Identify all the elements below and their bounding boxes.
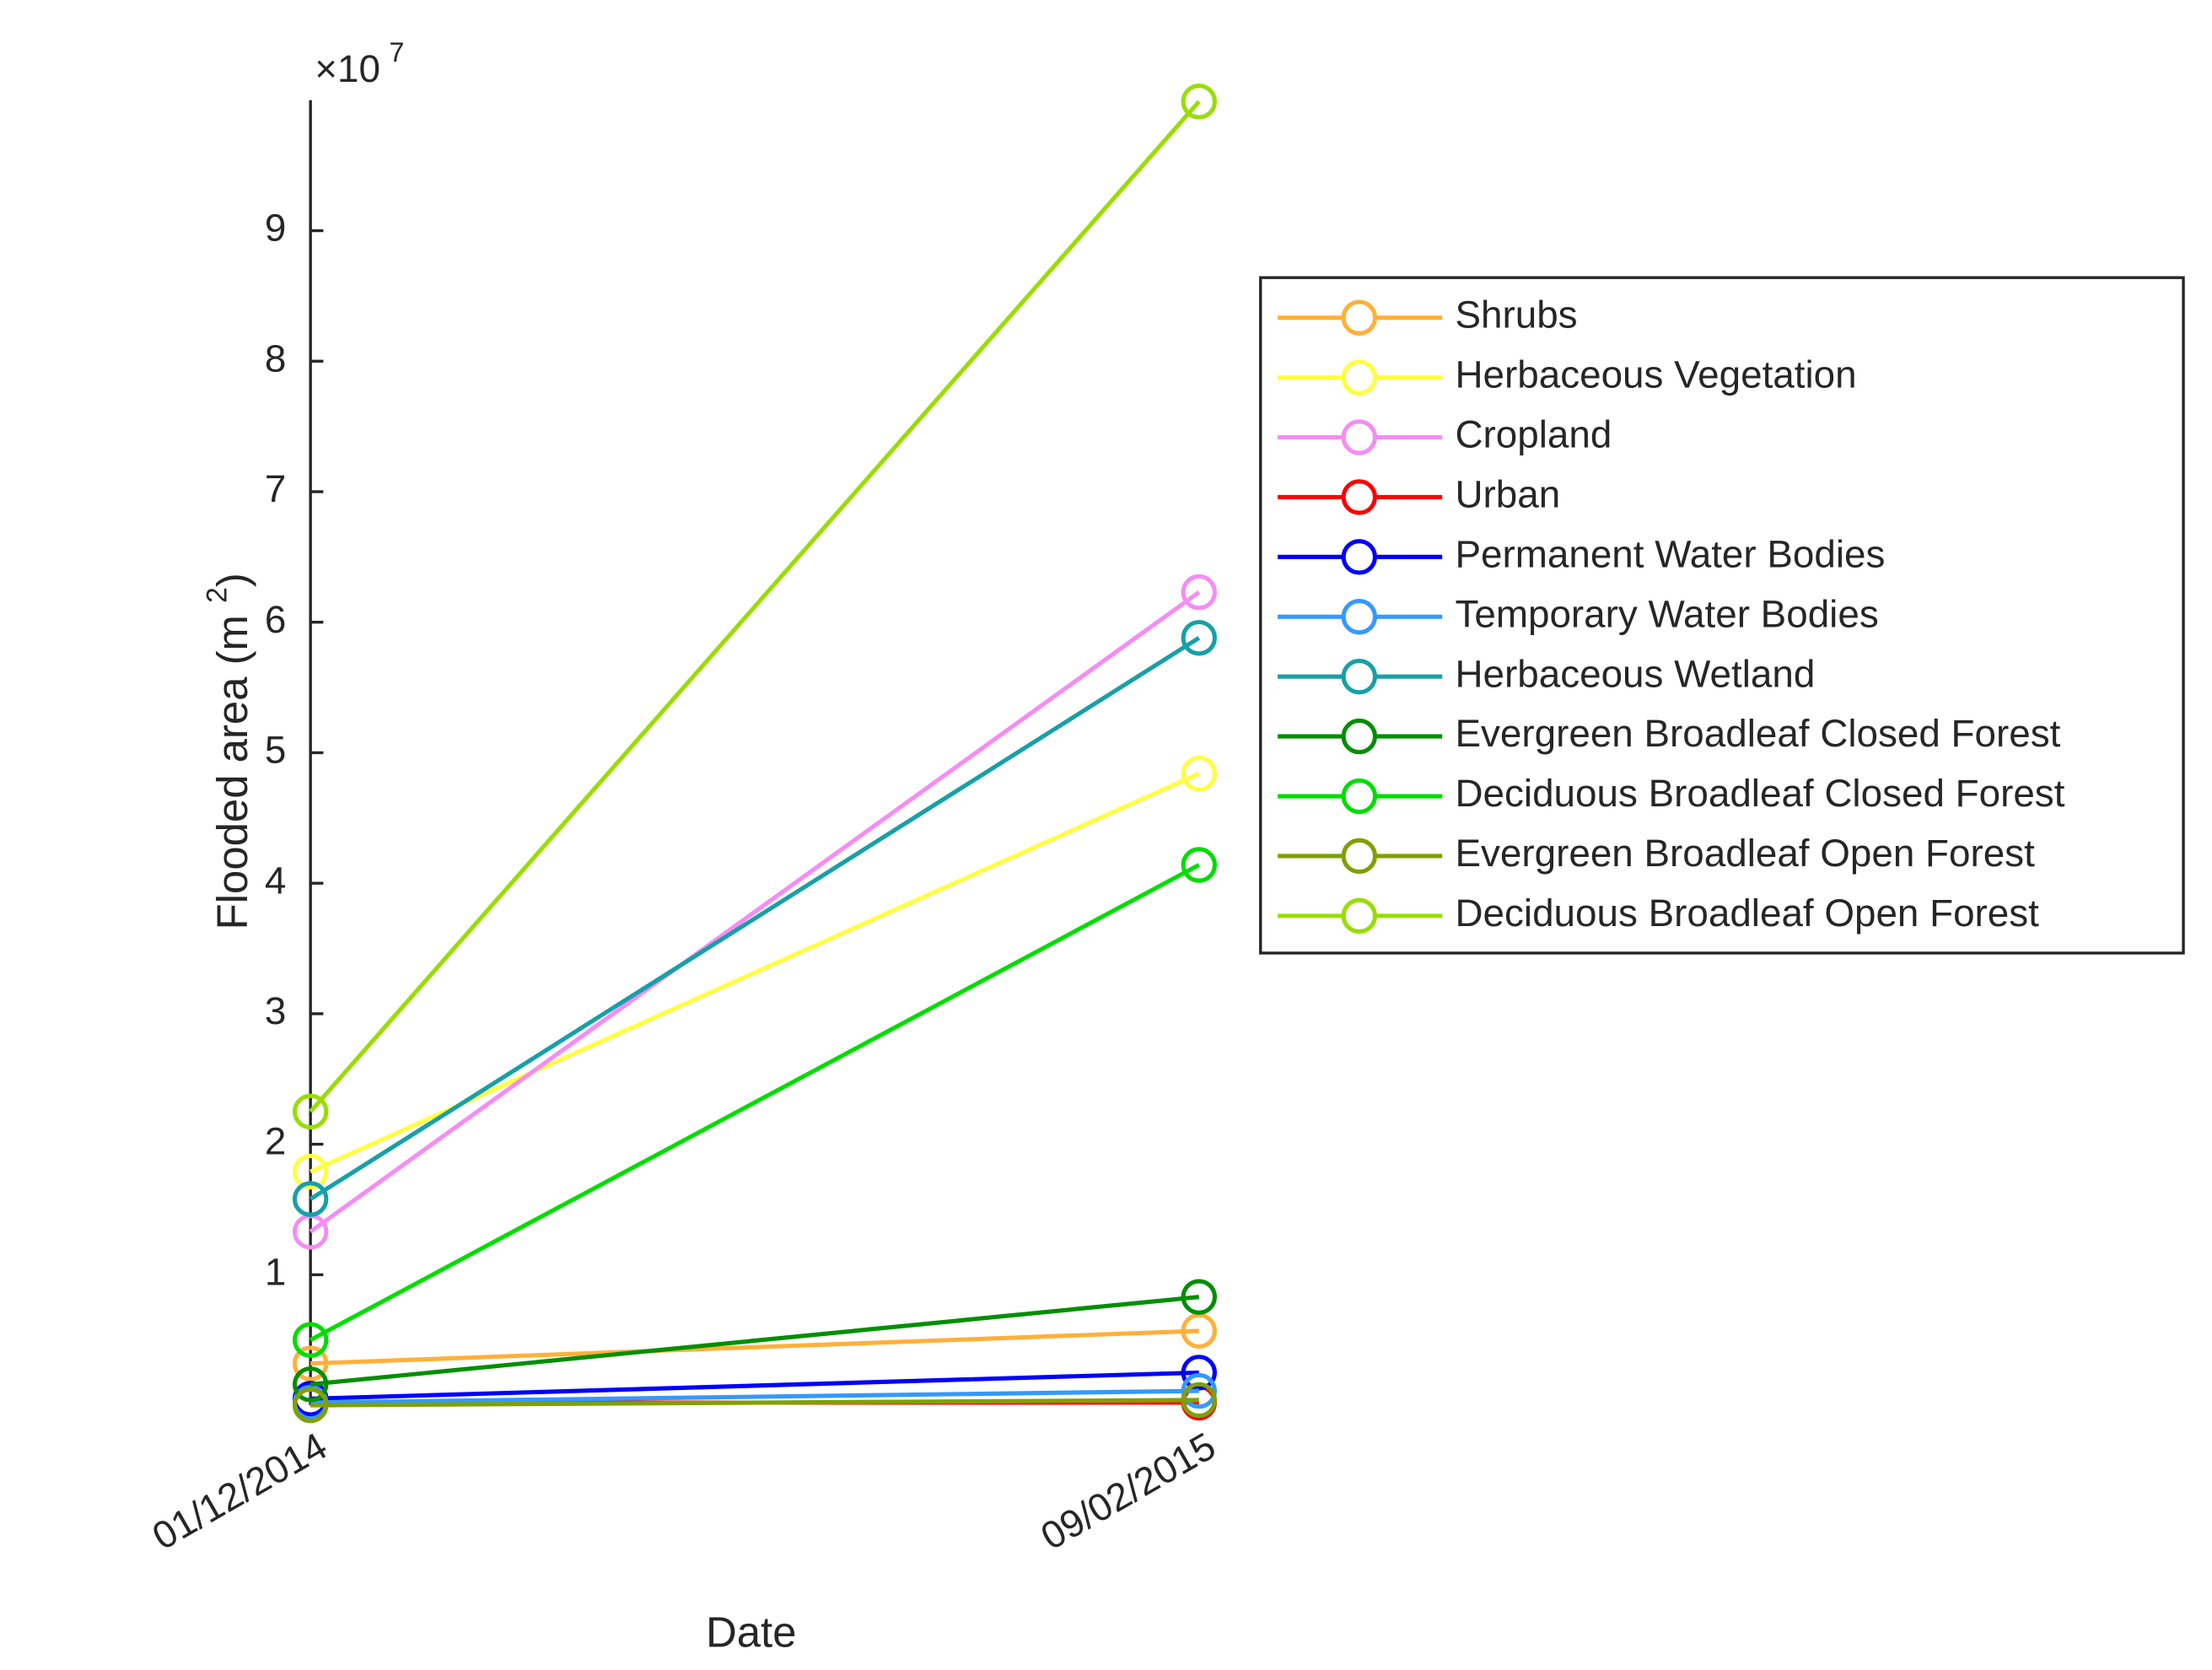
legend-label: Urban: [1455, 473, 1560, 516]
legend-marker: [1341, 299, 1378, 336]
series-line: [309, 636, 1201, 1201]
series-line: [310, 1370, 1199, 1401]
marker: [1181, 574, 1217, 611]
marker: [1181, 620, 1217, 656]
y-tick-label: 5: [265, 729, 286, 772]
y-axis-label-main: Flooded area (m: [208, 603, 256, 929]
x-tick-label: 01/12/2014: [145, 1425, 334, 1559]
x-tick-label: 09/02/2015: [1034, 1425, 1223, 1559]
series-line: [309, 100, 1201, 1113]
y-tick-label: 8: [265, 337, 286, 380]
series-line: [309, 590, 1201, 1234]
legend-label: Permanent Water Bodies: [1455, 532, 1885, 575]
legend-label: Deciduous Broadleaf Closed Forest: [1455, 772, 2064, 815]
marker: [292, 1181, 329, 1217]
y-exponent: 7: [389, 37, 404, 67]
series-line: [310, 1328, 1199, 1366]
series-line: [309, 863, 1200, 1342]
legend-label: Deciduous Broadleaf Open Forest: [1455, 892, 2039, 935]
y-axis-label-end: ): [208, 573, 256, 587]
y-tick-label: 1: [265, 1250, 286, 1293]
marker: [1181, 1372, 1217, 1409]
legend-label: Herbaceous Vegetation: [1455, 353, 1856, 396]
marker: [1181, 1382, 1217, 1419]
legend-label: Cropland: [1455, 413, 1612, 456]
y-tick-label: 7: [265, 467, 286, 510]
legend-label: Shrubs: [1455, 294, 1577, 337]
series-line: [310, 1398, 1199, 1408]
legend-label: Herbaceous Wetland: [1455, 652, 1815, 695]
legend-marker: [1341, 479, 1378, 515]
marker: [292, 1214, 329, 1250]
legend-marker: [1341, 599, 1378, 635]
legend-marker: [1341, 539, 1378, 575]
marker: [292, 1387, 329, 1424]
legend-marker: [1341, 419, 1378, 455]
legend-marker: [1341, 778, 1378, 815]
marker: [292, 1153, 329, 1190]
marker: [1181, 1312, 1217, 1349]
marker: [1181, 1355, 1217, 1391]
y-axis-label: Flooded area (m 2): [202, 573, 257, 929]
y-tick-label: 4: [265, 859, 286, 902]
y-tick-label: 9: [265, 207, 286, 250]
legend-label: Evergreen Broadleaf Closed Forest: [1455, 712, 2060, 755]
series-line: [309, 771, 1200, 1174]
marker: [292, 1322, 329, 1358]
y-tick-label: 2: [265, 1120, 286, 1163]
series-line: [310, 1388, 1199, 1405]
legend-marker: [1341, 658, 1378, 695]
legend-label: Temporary Water Bodies: [1455, 592, 1878, 635]
y-tick-label: 3: [265, 989, 286, 1032]
y-axis-label-sup: 2: [202, 587, 234, 603]
marker: [292, 1345, 329, 1382]
legend-label: Evergreen Broadleaf Open Forest: [1455, 832, 2035, 875]
marker: [292, 1366, 329, 1403]
marker: [1181, 847, 1217, 883]
x-axis-label: Date: [706, 1608, 796, 1657]
series-line: [309, 1295, 1200, 1387]
marker: [292, 1093, 329, 1130]
marker: [1181, 84, 1217, 120]
legend-marker: [1341, 838, 1378, 875]
marker: [1181, 1279, 1217, 1315]
marker: [1181, 755, 1217, 792]
y-tick-label: 6: [265, 598, 286, 641]
legend-marker: [1341, 359, 1378, 396]
legend-marker: [1341, 718, 1378, 755]
legend-marker: [1341, 897, 1378, 935]
y-multiplier: ×10: [315, 47, 380, 90]
